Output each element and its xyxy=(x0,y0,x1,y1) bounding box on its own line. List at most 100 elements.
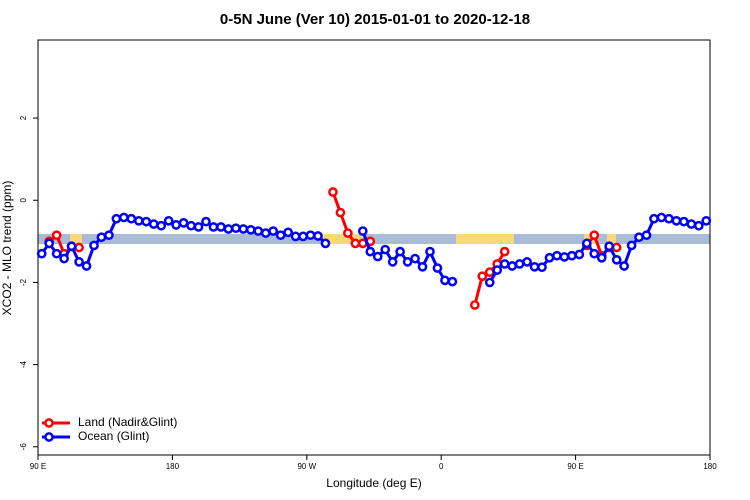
data-point xyxy=(208,222,219,232)
data-point xyxy=(245,224,256,235)
data-point xyxy=(253,226,264,236)
data-point xyxy=(529,261,540,272)
legend-marker xyxy=(44,432,54,442)
data-point xyxy=(469,300,480,310)
data-point xyxy=(686,219,697,229)
data-point xyxy=(350,238,361,249)
data-point xyxy=(581,238,592,249)
data-point xyxy=(111,213,122,224)
data-point xyxy=(268,226,279,236)
x-tick-label: 90 E xyxy=(567,462,583,471)
data-point xyxy=(283,227,293,238)
data-point xyxy=(335,207,346,218)
data-point xyxy=(559,252,570,262)
land-band xyxy=(70,234,82,244)
y-tick-label: 2 xyxy=(19,115,28,120)
data-point xyxy=(126,213,137,224)
data-point xyxy=(507,261,517,271)
data-point xyxy=(119,212,129,223)
data-point xyxy=(499,246,510,257)
data-point xyxy=(223,224,234,234)
land-band xyxy=(322,234,366,244)
data-point xyxy=(432,263,443,273)
data-point xyxy=(410,253,420,264)
data-point xyxy=(231,223,241,234)
land-band xyxy=(456,234,514,244)
data-point xyxy=(104,230,114,241)
data-point xyxy=(679,216,689,227)
data-point xyxy=(604,241,615,252)
land-band xyxy=(607,234,616,244)
data-point xyxy=(74,242,84,253)
data-point xyxy=(664,213,674,224)
data-point xyxy=(649,213,659,224)
x-tick-label: 180 xyxy=(703,462,717,471)
data-point xyxy=(305,230,316,241)
data-point xyxy=(544,252,555,263)
x-tick-label: 0 xyxy=(439,462,444,471)
data-point xyxy=(313,231,323,241)
data-point xyxy=(216,222,226,232)
data-point xyxy=(514,259,525,269)
data-point xyxy=(484,277,495,288)
plot-frame xyxy=(37,39,711,456)
data-point xyxy=(260,228,271,238)
data-point xyxy=(701,215,712,226)
legend-label: Ocean (Glint) xyxy=(78,429,149,443)
data-point xyxy=(611,254,622,265)
legend-label: Land (Nadir&Glint) xyxy=(78,415,177,429)
x-axis-label: Longitude (deg E) xyxy=(326,476,421,490)
data-point xyxy=(522,257,532,267)
data-point xyxy=(178,217,189,228)
data-point xyxy=(51,248,62,259)
data-point xyxy=(328,187,338,197)
y-axis-label: XCO2 - MLO trend (ppm) xyxy=(0,181,14,316)
data-point xyxy=(567,250,577,261)
data-point xyxy=(425,246,435,257)
data-point xyxy=(148,219,159,229)
y-tick-label: -2 xyxy=(19,278,28,286)
data-point xyxy=(477,271,488,282)
x-tick-label: 90 E xyxy=(30,462,46,471)
data-point xyxy=(552,250,562,261)
data-point xyxy=(89,240,99,251)
data-point xyxy=(74,257,84,267)
data-point xyxy=(51,230,62,241)
data-point xyxy=(671,215,682,226)
x-tick-label: 180 xyxy=(166,462,180,471)
data-point xyxy=(290,231,301,242)
data-point xyxy=(402,257,413,267)
data-point xyxy=(537,262,547,273)
chart-title: 0-5N June (Ver 10) 2015-01-01 to 2020-12… xyxy=(220,11,530,28)
data-point xyxy=(186,220,196,231)
data-point xyxy=(484,267,495,278)
data-point xyxy=(387,257,398,267)
x-tick-label: 90 W xyxy=(297,462,316,471)
data-point xyxy=(59,253,69,264)
data-point xyxy=(201,216,211,227)
y-tick-label: -6 xyxy=(19,443,28,451)
data-point xyxy=(133,215,144,226)
y-tick-label: -4 xyxy=(19,361,28,369)
data-point xyxy=(193,222,204,232)
data-point xyxy=(81,261,92,271)
data-point xyxy=(372,251,383,262)
y-tick-label: 0 xyxy=(19,197,28,202)
data-point xyxy=(574,249,585,260)
data-point xyxy=(440,275,450,286)
data-point xyxy=(417,261,428,272)
data-point xyxy=(275,230,286,241)
data-point xyxy=(447,276,458,287)
data-point xyxy=(693,220,704,231)
data-point xyxy=(36,248,47,259)
data-point xyxy=(163,215,174,226)
legend: Land (Nadir&Glint)Ocean (Glint) xyxy=(42,415,177,443)
data-point xyxy=(238,224,249,234)
data-point xyxy=(365,246,376,257)
data-point xyxy=(141,216,152,227)
data-point xyxy=(596,252,607,263)
data-point xyxy=(357,226,368,236)
data-point xyxy=(96,232,107,243)
